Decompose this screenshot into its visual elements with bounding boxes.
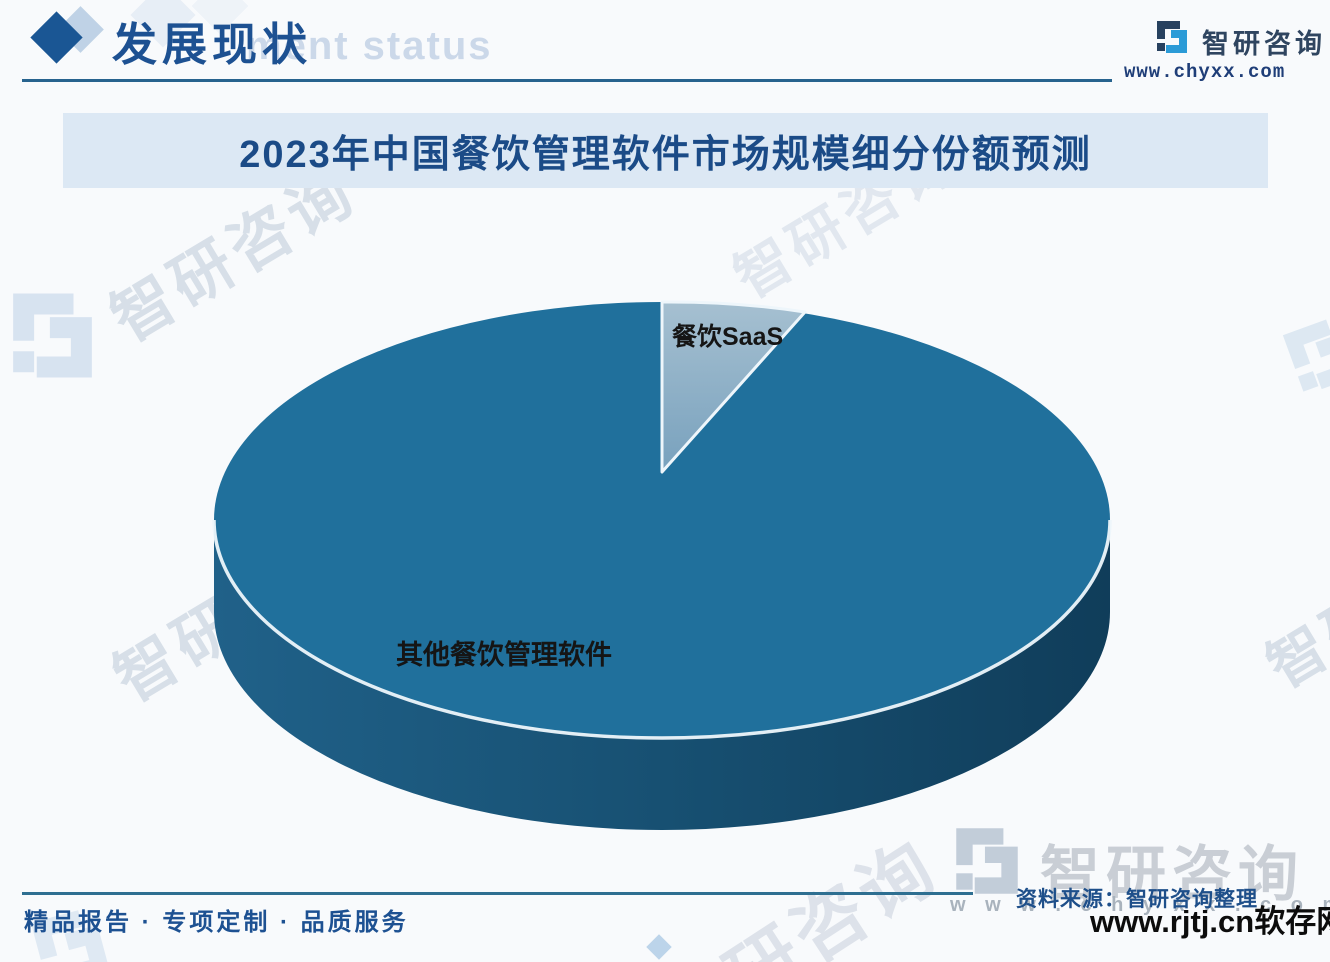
footer-services: 精品报告 · 专项定制 · 品质服务 (24, 909, 409, 936)
section-title-ghost: ment status (246, 24, 493, 68)
site-watermark: www.rjtj.cn软存网 (1090, 904, 1330, 939)
brand-name: 智研咨询 (1202, 29, 1326, 59)
pie-side (214, 520, 1110, 830)
slice-label-other: 其他餐饮管理软件 (396, 640, 612, 670)
pie-rim-highlight (212, 519, 1112, 740)
pie-slice-saas (660, 300, 807, 474)
brand-url: www.chyxx.com (1124, 61, 1286, 83)
pie-slice-other (214, 302, 1110, 738)
footer-brand-watermark: 智研咨询 (1040, 841, 1304, 908)
page-title: 发展现状 (112, 19, 313, 70)
chart-title: 2023年中国餐饮管理软件市场规模细分份额预测 (239, 134, 1092, 176)
source-note: 资料来源：智研咨询整理 (1016, 888, 1258, 911)
zi-logo-icon (1157, 21, 1187, 53)
slice-label-saas: 餐饮SaaS (672, 322, 783, 351)
footer-divider (22, 892, 973, 895)
chart-title-banner: 2023年中国餐饮管理软件市场规模细分份额预测 (63, 113, 1268, 188)
footer-brand-url-watermark: w w w . c h y x x . c o m (950, 894, 1330, 916)
header-divider (22, 79, 1112, 82)
